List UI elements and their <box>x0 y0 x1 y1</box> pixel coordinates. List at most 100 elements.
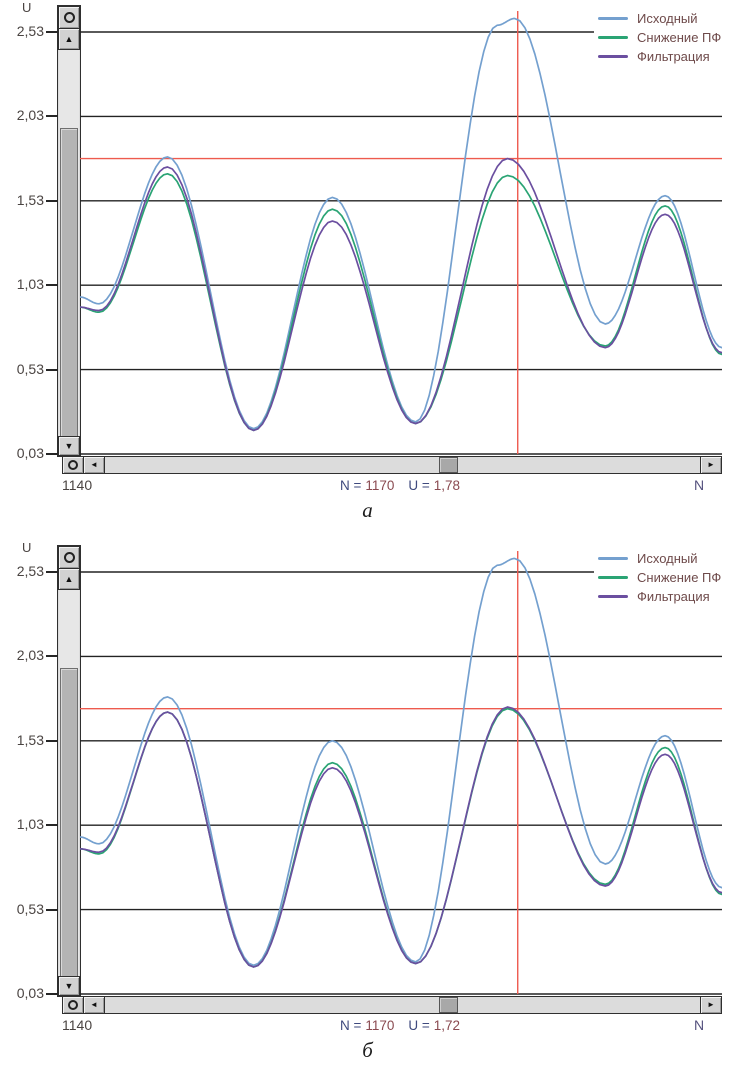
status-u-value: 1,78 <box>433 478 461 493</box>
scroll-up-button[interactable]: ▲ <box>58 568 80 590</box>
status-n-label: N = <box>339 1018 362 1033</box>
circle-icon <box>63 552 75 563</box>
status-u-label: U = <box>408 478 430 493</box>
left-arrow-icon: ◄ <box>90 460 98 469</box>
series-line <box>80 172 722 432</box>
y-tick-label: 0,03 <box>16 445 44 461</box>
series-line <box>80 706 722 968</box>
scroll-down-button[interactable]: ▼ <box>58 436 80 456</box>
legend-label: Фильтрация <box>637 588 710 604</box>
legend-swatch <box>598 16 628 20</box>
y-tick-label: 2,53 <box>16 563 44 579</box>
vertical-scrollbar-thumb[interactable] <box>60 128 78 438</box>
cursor-readout: N = 1170 U = 1,72 <box>270 1018 530 1033</box>
legend-item: Фильтрация <box>598 48 721 64</box>
y-tick-mark <box>46 824 58 827</box>
y-tick-label: 2,53 <box>16 23 44 39</box>
chart-panel: U ▲ ▼ Исходный Снижение ПФ Фильтрация ◄ <box>0 540 735 1080</box>
horizontal-scrollbar-thumb[interactable] <box>439 457 458 473</box>
y-tick-label: 2,03 <box>16 647 44 664</box>
horizontal-scrollbar[interactable]: ◄ ► <box>62 456 722 474</box>
scrollbar-reset-button[interactable] <box>63 997 84 1013</box>
series-line <box>80 157 722 432</box>
y-tick-mark <box>46 993 58 995</box>
y-tick-mark <box>46 284 58 287</box>
panel-caption: а <box>362 498 373 522</box>
cursor-readout: N = 1170 U = 1,78 <box>270 478 530 493</box>
vertical-scrollbar[interactable]: ▲ ▼ <box>57 5 81 457</box>
y-tick-label: 2,03 <box>16 107 44 124</box>
y-tick-mark <box>46 199 58 202</box>
legend-item: Исходный <box>598 10 721 26</box>
y-tick-mark <box>46 908 58 911</box>
down-arrow-icon: ▼ <box>64 980 74 991</box>
y-tick-label: 1,03 <box>16 816 44 833</box>
scrollbar-reset-button[interactable] <box>63 457 84 473</box>
y-tick-label: 1,53 <box>16 191 44 208</box>
legend: Исходный Снижение ПФ Фильтрация <box>594 548 726 606</box>
circle-icon <box>68 460 78 470</box>
y-tick-mark <box>46 368 58 371</box>
up-arrow-icon: ▲ <box>64 573 74 584</box>
legend-label: Исходный <box>637 10 698 26</box>
right-arrow-icon: ► <box>707 1000 715 1009</box>
horizontal-scrollbar[interactable]: ◄ ► <box>62 996 722 1014</box>
plot-area[interactable] <box>80 548 722 998</box>
x-axis-end-label: N <box>694 1017 705 1033</box>
y-tick-label: 1,53 <box>16 731 44 748</box>
legend-swatch <box>598 575 628 579</box>
legend-swatch <box>598 35 628 39</box>
scroll-down-button[interactable]: ▼ <box>58 976 80 996</box>
legend-swatch <box>598 54 628 58</box>
y-tick-label: 0,03 <box>16 985 44 1001</box>
y-tick-label: 0,53 <box>16 900 44 917</box>
y-axis-title: U <box>22 540 32 555</box>
horizontal-scrollbar-thumb[interactable] <box>439 997 458 1013</box>
vertical-scrollbar-thumb[interactable] <box>60 668 78 978</box>
legend-label: Снижение ПФ <box>637 29 722 45</box>
chart-panel: U ▲ ▼ Исходный Снижение ПФ Фильтрация ◄ <box>16 0 726 522</box>
series-line <box>80 557 722 967</box>
legend-item: Снижение ПФ <box>598 29 722 45</box>
y-tick-label: 1,03 <box>16 276 44 293</box>
y-tick-mark <box>46 31 58 33</box>
scroll-right-button[interactable]: ► <box>700 457 721 473</box>
legend: Исходный Снижение ПФ Фильтрация <box>594 8 726 66</box>
scroll-right-button[interactable]: ► <box>700 997 721 1013</box>
y-tick-mark <box>46 453 58 455</box>
y-tick-mark <box>46 115 58 118</box>
status-n-label: N = <box>339 478 362 493</box>
scroll-up-button[interactable]: ▲ <box>58 28 80 50</box>
horizontal-scrollbar-track[interactable] <box>105 997 700 1013</box>
scroll-left-button[interactable]: ◄ <box>84 457 105 473</box>
status-u-value: 1,72 <box>433 1018 461 1033</box>
plot-area[interactable] <box>80 8 722 458</box>
down-arrow-icon: ▼ <box>64 440 74 451</box>
legend-swatch <box>598 594 628 598</box>
status-u-label: U = <box>408 1018 430 1033</box>
legend-label: Исходный <box>637 550 698 566</box>
scrollbar-reset-button[interactable] <box>58 6 80 29</box>
x-axis-start-label: 1140 <box>62 477 93 493</box>
legend-item: Исходный <box>598 550 721 566</box>
horizontal-scrollbar-track[interactable] <box>105 457 700 473</box>
circle-icon <box>68 1000 78 1010</box>
x-axis-end-label: N <box>694 477 705 493</box>
y-tick-label: 0,53 <box>16 360 44 377</box>
y-tick-mark <box>46 655 58 658</box>
scroll-left-button[interactable]: ◄ <box>84 997 105 1013</box>
y-axis-title: U <box>22 0 32 15</box>
left-arrow-icon: ◄ <box>90 1000 98 1009</box>
circle-icon <box>63 12 75 23</box>
up-arrow-icon: ▲ <box>64 33 74 44</box>
y-tick-mark <box>46 571 58 573</box>
vertical-scrollbar[interactable]: ▲ ▼ <box>57 545 81 997</box>
status-n-value: 1170 <box>365 1018 395 1033</box>
legend-swatch <box>598 556 628 560</box>
legend-label: Снижение ПФ <box>637 569 722 585</box>
right-arrow-icon: ► <box>707 460 715 469</box>
scrollbar-reset-button[interactable] <box>58 546 80 569</box>
legend-label: Фильтрация <box>637 48 710 64</box>
panel-caption: б <box>362 1038 373 1062</box>
